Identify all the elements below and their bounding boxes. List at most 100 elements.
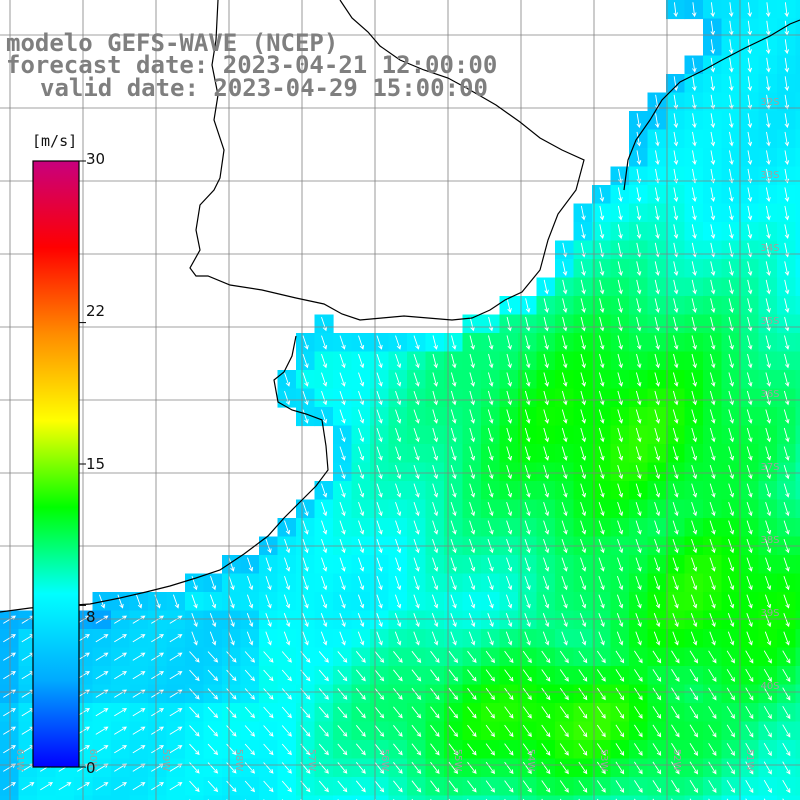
wind-arrow <box>430 743 440 756</box>
wind-arrow <box>525 316 531 332</box>
wind-arrow <box>580 446 587 461</box>
wind-arrow <box>321 335 328 350</box>
wind-arrow <box>783 501 790 517</box>
wind-arrow <box>374 780 385 793</box>
wind-arrow <box>615 650 625 664</box>
wind-arrow <box>764 594 772 609</box>
wind-arrow <box>561 520 568 535</box>
wind-arrow <box>524 372 531 387</box>
wind-arrow <box>599 261 605 277</box>
wind-arrow <box>726 687 735 701</box>
wind-cell <box>666 795 686 800</box>
wind-arrow <box>636 131 642 147</box>
wind-arrow <box>469 483 476 498</box>
latitude-label: 32S <box>760 97 779 108</box>
wind-arrow <box>615 780 625 793</box>
wind-arrow <box>169 708 183 717</box>
wind-cell <box>795 203 800 223</box>
wind-arrow <box>114 652 127 661</box>
wind-arrow <box>784 261 790 277</box>
wind-arrow <box>710 168 716 184</box>
wind-arrow <box>263 688 274 700</box>
wind-arrow <box>709 613 716 628</box>
wind-arrow <box>506 298 512 314</box>
wind-arrow <box>228 613 235 628</box>
wind-arrow <box>302 631 309 646</box>
wind-arrow <box>374 688 385 700</box>
wind-arrow <box>728 316 734 332</box>
wind-arrow <box>450 390 457 406</box>
wind-arrow <box>504 780 514 793</box>
wind-arrow <box>395 446 402 461</box>
wind-arrow <box>430 780 440 793</box>
wind-arrow <box>505 613 513 628</box>
wind-arrow <box>485 706 495 719</box>
wind-arrow <box>710 335 716 350</box>
wind-arrow <box>450 520 457 535</box>
wind-arrow <box>617 390 623 406</box>
wind-arrow <box>690 594 698 609</box>
wind-arrow <box>543 483 550 498</box>
wind-arrow <box>302 501 309 517</box>
wind-arrow <box>784 187 790 203</box>
wind-arrow <box>376 483 383 498</box>
wind-cell <box>758 795 778 800</box>
wind-arrow <box>504 724 514 738</box>
wind-arrow <box>431 631 439 646</box>
wind-arrow <box>596 743 606 756</box>
wind-arrow <box>265 557 272 572</box>
wind-arrow <box>448 706 459 719</box>
wind-arrow <box>671 724 680 738</box>
wind-arrow <box>376 353 383 369</box>
wind-arrow <box>302 372 309 387</box>
wind-arrow <box>432 409 438 424</box>
wind-arrow <box>763 742 772 757</box>
wind-arrow <box>413 390 420 406</box>
wind-arrow <box>598 372 605 387</box>
wind-arrow <box>728 39 734 55</box>
wind-arrow <box>692 150 697 166</box>
wind-arrow <box>114 782 127 791</box>
wind-arrow <box>469 464 476 480</box>
wind-arrow <box>358 372 365 387</box>
wind-arrow <box>615 706 625 719</box>
wind-arrow <box>783 483 790 498</box>
wind-cell <box>536 795 556 800</box>
wind-cell <box>795 129 800 149</box>
wind-arrow <box>746 594 753 609</box>
wind-arrow <box>189 706 200 719</box>
wind-arrow <box>561 575 568 591</box>
wind-arrow <box>635 483 642 498</box>
wind-arrow <box>596 780 606 793</box>
wind-arrow <box>745 742 754 757</box>
wind-arrow <box>747 94 753 110</box>
wind-arrow <box>562 353 568 369</box>
wind-arrow <box>710 76 716 92</box>
wind-cell <box>222 795 242 800</box>
wind-arrow <box>765 298 771 314</box>
wind-arrow <box>726 669 735 682</box>
wind-arrow <box>265 594 272 609</box>
wind-arrow <box>506 353 512 369</box>
wind-arrow <box>689 706 699 720</box>
wind-arrow <box>763 650 772 664</box>
wind-arrow <box>337 780 348 793</box>
longitude-label: 56W <box>379 749 390 772</box>
wind-arrow <box>710 131 716 147</box>
wind-arrow <box>358 390 365 406</box>
wind-arrow <box>210 575 217 591</box>
wind-arrow <box>598 409 605 424</box>
wind-arrow <box>541 724 551 738</box>
wind-arrow <box>599 187 605 203</box>
wind-arrow <box>132 726 146 735</box>
wind-arrow <box>561 409 568 424</box>
wind-arrow <box>488 353 494 369</box>
wind-arrow <box>673 353 679 369</box>
wind-cell <box>795 573 800 593</box>
wind-arrow <box>692 113 697 129</box>
wind-arrow <box>448 761 459 775</box>
wind-arrow <box>599 224 605 240</box>
wind-arrow <box>599 316 605 332</box>
wind-arrow <box>542 631 550 646</box>
wind-arrow <box>672 575 679 591</box>
